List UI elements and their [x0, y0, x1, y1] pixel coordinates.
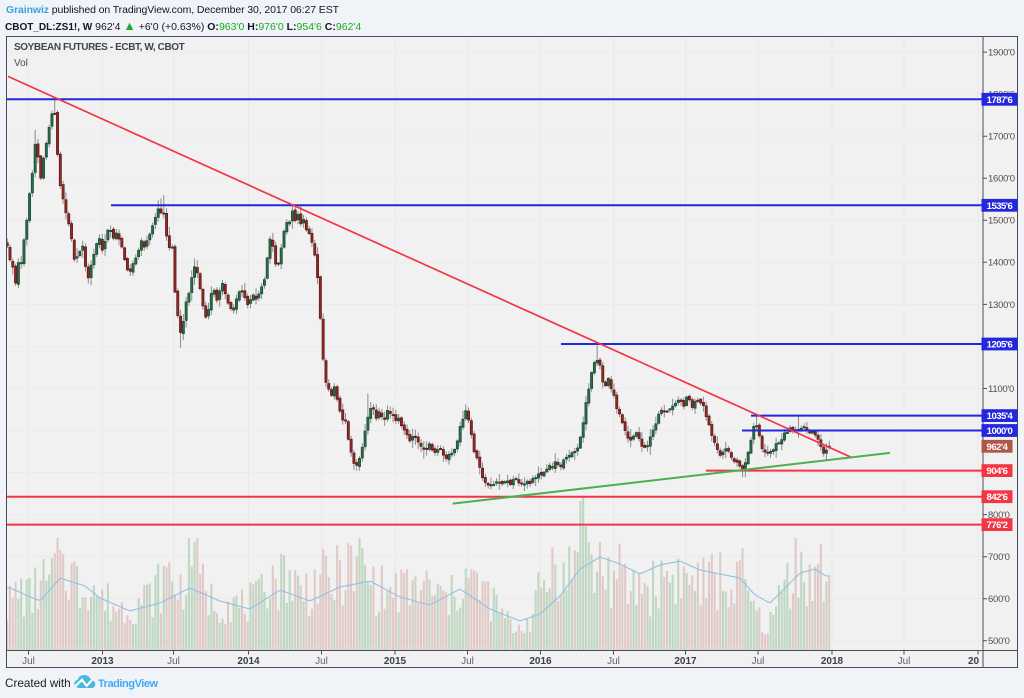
svg-text:962'4: 962'4	[987, 442, 1009, 453]
svg-text:Vol: Vol	[14, 58, 28, 69]
svg-text:Grainwiz published on TradingV: Grainwiz published on TradingView.com, D…	[6, 4, 340, 16]
svg-text:904'6: 904'6	[987, 466, 1008, 477]
svg-text:2016: 2016	[529, 656, 552, 667]
svg-text:700'0: 700'0	[988, 552, 1010, 563]
svg-text:2018: 2018	[821, 656, 844, 667]
svg-text:1100'0: 1100'0	[988, 384, 1014, 395]
svg-text:Jul: Jul	[167, 656, 180, 667]
svg-text:842'6: 842'6	[987, 492, 1008, 503]
svg-text:Jul: Jul	[607, 656, 620, 667]
svg-text:Jul: Jul	[315, 656, 328, 667]
svg-text:1700'0: 1700'0	[988, 132, 1015, 143]
svg-text:CBOT_DL:ZS1!, W 962'4 ▲ +6'0 (: CBOT_DL:ZS1!, W 962'4 ▲ +6'0 (+0.63%) O:…	[5, 19, 361, 33]
svg-text:500'0: 500'0	[988, 636, 1010, 647]
svg-text:800'0: 800'0	[988, 510, 1010, 521]
svg-text:Jul: Jul	[752, 656, 765, 667]
svg-text:20: 20	[968, 656, 980, 667]
svg-text:Jul: Jul	[22, 656, 35, 667]
svg-text:1600'0: 1600'0	[988, 174, 1015, 185]
svg-text:2015: 2015	[384, 656, 407, 667]
svg-text:1400'0: 1400'0	[988, 258, 1015, 269]
svg-text:2017: 2017	[674, 656, 697, 667]
svg-text:2014: 2014	[237, 656, 260, 667]
svg-text:776'2: 776'2	[987, 520, 1008, 531]
svg-text:Jul: Jul	[898, 656, 911, 667]
svg-text:1205'6: 1205'6	[987, 340, 1013, 351]
svg-text:TradingView: TradingView	[98, 678, 159, 690]
svg-text:1787'6: 1787'6	[987, 95, 1013, 106]
svg-text:1500'0: 1500'0	[988, 216, 1015, 227]
svg-text:1035'4: 1035'4	[987, 411, 1014, 422]
svg-text:1535'6: 1535'6	[987, 201, 1013, 212]
svg-text:1900'0: 1900'0	[988, 48, 1015, 59]
svg-text:Jul: Jul	[461, 656, 474, 667]
svg-text:1300'0: 1300'0	[988, 300, 1015, 311]
svg-text:Created with: Created with	[5, 677, 71, 690]
svg-text:2013: 2013	[91, 656, 114, 667]
svg-text:SOYBEAN FUTURES - ECBT, W, CBO: SOYBEAN FUTURES - ECBT, W, CBOT	[14, 42, 185, 53]
svg-text:1000'0: 1000'0	[987, 426, 1013, 437]
svg-text:600'0: 600'0	[988, 594, 1010, 605]
